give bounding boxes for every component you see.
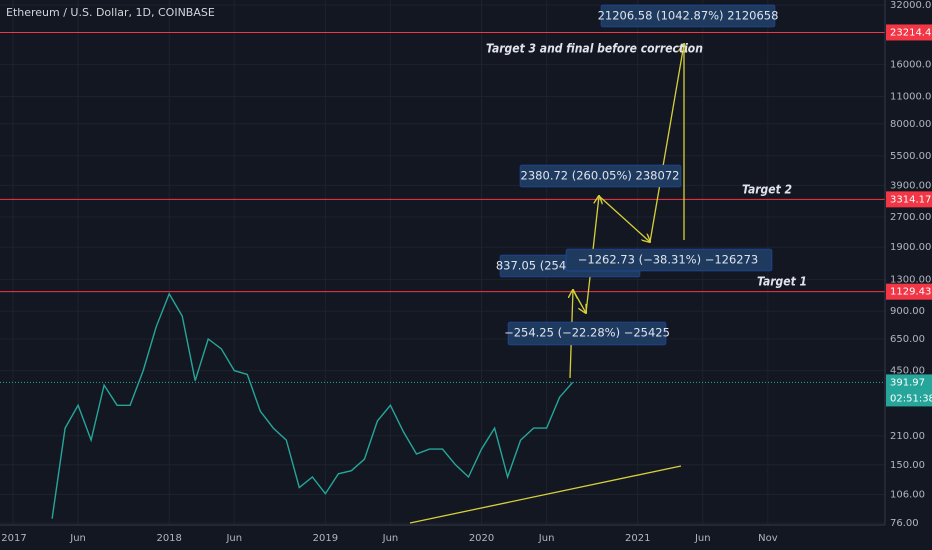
target-label: Target 1: [757, 275, 807, 289]
y-tick-label: 210.00: [890, 431, 925, 442]
projection-arrow: [572, 289, 586, 313]
projection-arrow: [598, 195, 650, 242]
y-tick-label: 16000.00: [890, 59, 932, 70]
y-tick-label: 450.00: [890, 366, 925, 377]
measure-label: 21206.58 (1042.87%) 2120658: [598, 9, 779, 23]
x-tick-label: Jun: [382, 533, 399, 544]
level-label: 1129.43: [890, 287, 931, 298]
y-axis-panel: [885, 0, 932, 550]
x-tick-label: Jun: [694, 533, 711, 544]
x-tick-label: 2021: [625, 533, 650, 544]
x-axis-panel: [0, 525, 932, 550]
target-label: Target 3 and final before correction: [486, 42, 703, 56]
y-tick-label: 76.00: [890, 518, 919, 529]
y-tick-label: 11000.00: [890, 92, 932, 103]
x-tick-label: Nov: [758, 533, 778, 544]
x-tick-label: Jun: [225, 533, 242, 544]
measure-label: −1262.73 (−38.31%) −126273: [578, 253, 759, 267]
y-tick-label: 2700.00: [890, 212, 931, 223]
measure-label: 2380.72 (260.05%) 238072: [521, 169, 680, 183]
level-tag: [886, 24, 932, 41]
grid: [0, 0, 885, 525]
projection-arrow: [649, 44, 684, 243]
measure-box: [519, 164, 682, 188]
x-tick-label: 2020: [469, 533, 494, 544]
measure-box: [507, 321, 667, 346]
x-tick-label: Jun: [538, 533, 555, 544]
y-tick-label: 5500.00: [890, 151, 931, 162]
y-tick-label: 1300.00: [890, 275, 931, 286]
countdown: 02:51:38: [890, 393, 932, 404]
target-label: Target 2: [742, 183, 792, 197]
trend-line: [409, 465, 682, 524]
y-tick-label: 1900.00: [890, 242, 931, 253]
x-tick-label: Jun: [69, 533, 86, 544]
last-price-label: 391.97: [890, 377, 925, 388]
last-price-tag: [886, 374, 932, 407]
measure-label: −254.25 (−22.28%) −25425: [504, 326, 670, 340]
measure-box: [565, 248, 773, 272]
y-tick-label: 150.00: [890, 460, 925, 471]
level-label: 23214.43: [890, 27, 932, 38]
plot: [0, 31, 885, 519]
x-tick-label: 2018: [156, 533, 181, 544]
y-tick-label: 3900.00: [890, 180, 931, 191]
level-label: 3314.17: [890, 194, 931, 205]
y-tick-label: 32000.00: [890, 0, 932, 11]
y-tick-label: 900.00: [890, 306, 925, 317]
level-tag: [886, 191, 932, 208]
measure-box: [600, 4, 776, 28]
chart-title: Ethereum / U.S. Dollar, 1D, COINBASE: [6, 6, 215, 19]
y-tick-label: 650.00: [890, 334, 925, 345]
x-tick-label: 2017: [1, 533, 26, 544]
y-tick-label: 8000.00: [890, 119, 931, 130]
drawings: 21206.58 (1042.87%) 2120658 Target 3 and…: [409, 4, 807, 524]
level-tag: [886, 283, 932, 300]
x-tick-label: 2019: [313, 533, 338, 544]
y-tick-label: 106.00: [890, 490, 925, 501]
